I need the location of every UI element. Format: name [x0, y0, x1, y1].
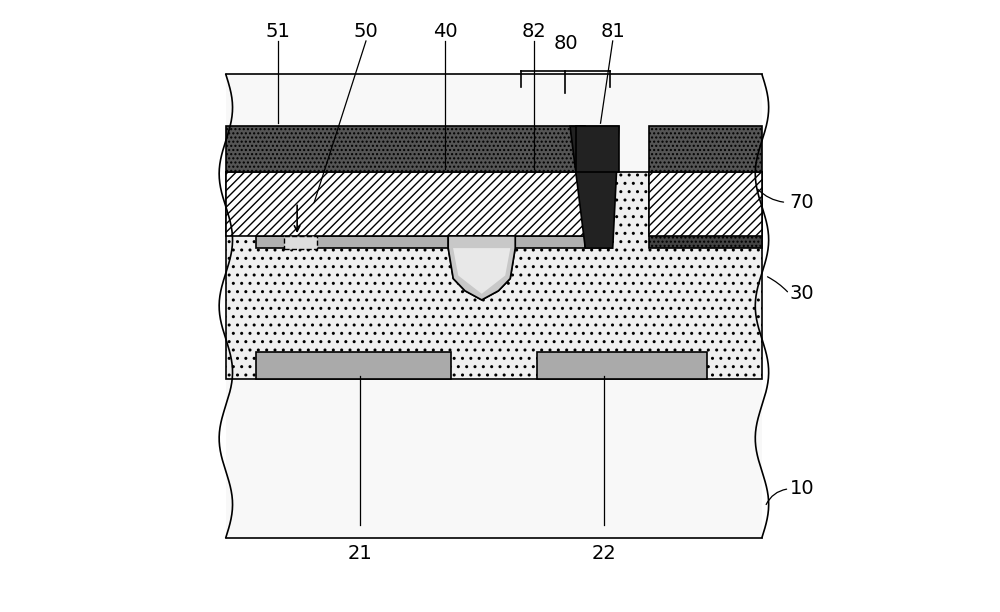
Text: 70: 70	[789, 193, 814, 212]
Polygon shape	[453, 248, 510, 294]
Polygon shape	[453, 248, 510, 294]
Bar	[649, 172, 762, 248]
Bar	[284, 236, 317, 249]
Polygon shape	[448, 236, 515, 300]
Text: 22: 22	[591, 543, 616, 562]
Text: 50: 50	[354, 22, 378, 41]
Bar	[576, 126, 619, 172]
Bar	[226, 172, 762, 379]
Polygon shape	[448, 236, 515, 300]
Bar	[256, 352, 451, 379]
Text: 82: 82	[521, 22, 546, 41]
Text: 21: 21	[348, 543, 372, 562]
Bar	[226, 75, 762, 537]
Bar	[537, 352, 707, 379]
Polygon shape	[448, 236, 515, 300]
Text: 51: 51	[265, 22, 290, 41]
Text: 10: 10	[789, 479, 814, 498]
Bar	[256, 236, 585, 248]
Bar	[226, 126, 585, 172]
Bar	[649, 172, 762, 236]
Text: 80: 80	[553, 34, 578, 53]
Bar	[226, 172, 585, 236]
Text: 81: 81	[600, 22, 625, 41]
Text: 40: 40	[433, 22, 457, 41]
Text: 30: 30	[789, 285, 814, 304]
Bar	[649, 126, 762, 172]
Polygon shape	[570, 126, 619, 248]
Bar	[226, 75, 762, 537]
